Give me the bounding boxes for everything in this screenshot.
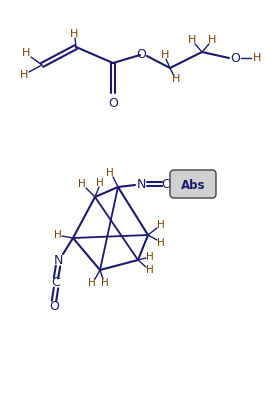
- Text: H: H: [106, 168, 114, 178]
- FancyBboxPatch shape: [170, 170, 216, 198]
- Text: O: O: [136, 48, 146, 61]
- Text: O: O: [108, 97, 118, 110]
- Text: H: H: [161, 50, 169, 60]
- Text: H: H: [188, 35, 196, 45]
- Text: O: O: [230, 51, 240, 65]
- Text: N: N: [136, 177, 146, 190]
- Text: N: N: [53, 253, 63, 267]
- Text: H: H: [146, 265, 154, 275]
- Text: C: C: [162, 177, 171, 190]
- Text: Abs: Abs: [181, 179, 205, 192]
- Text: H: H: [157, 238, 165, 248]
- Text: H: H: [88, 278, 96, 288]
- Text: C: C: [52, 276, 60, 289]
- Text: H: H: [78, 179, 86, 189]
- Text: H: H: [172, 74, 180, 84]
- Text: H: H: [253, 53, 261, 63]
- Text: H: H: [70, 29, 78, 39]
- Text: H: H: [157, 220, 165, 230]
- Text: O: O: [49, 299, 59, 312]
- Text: H: H: [96, 178, 104, 188]
- Text: H: H: [54, 230, 62, 240]
- Text: H: H: [22, 48, 30, 58]
- Text: H: H: [20, 70, 28, 80]
- Text: H: H: [101, 278, 109, 288]
- Text: H: H: [146, 252, 154, 262]
- Text: H: H: [208, 35, 216, 45]
